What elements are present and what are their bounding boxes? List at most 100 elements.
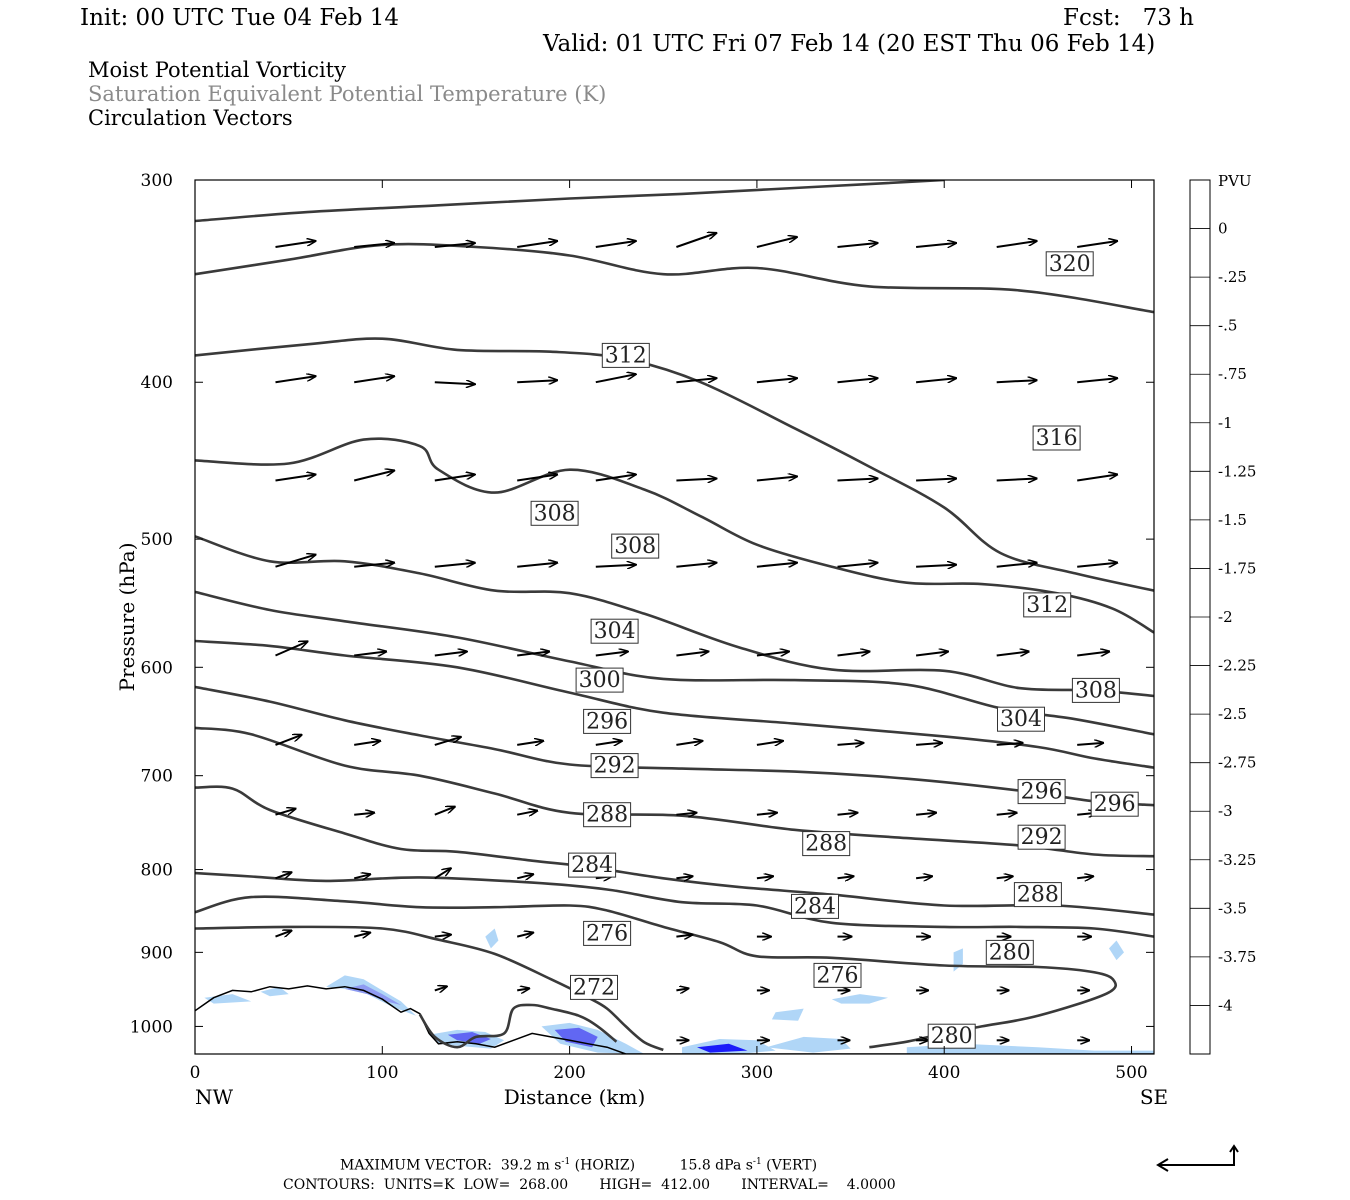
circulation-vector <box>1077 378 1117 384</box>
circulation-vector <box>434 243 475 248</box>
contour-label: 308 <box>1071 677 1120 703</box>
contour-label: 320 <box>1045 251 1094 277</box>
circulation-vector <box>517 988 529 990</box>
forecast-hour: Fcst: 73 h <box>1063 5 1194 31</box>
circulation-vector <box>837 876 854 878</box>
circulation-vector <box>275 475 316 482</box>
valid-time: Valid: 01 UTC Fri 07 Feb 14 (20 EST Thu … <box>543 31 1156 57</box>
contour-label-box <box>583 920 632 946</box>
contour-label: 312 <box>601 342 650 368</box>
theta-es-contour <box>195 242 1154 314</box>
circulation-vector <box>676 479 716 481</box>
y-tick-label: 1000 <box>130 1017 173 1037</box>
circulation-vector <box>996 241 1037 248</box>
colorbar-label: -3 <box>1218 802 1233 820</box>
theta-es-contour <box>195 639 1154 769</box>
theta-es-contour <box>418 1003 618 1049</box>
circulation-vector <box>354 376 394 384</box>
terrain-surface-line <box>195 985 1154 1054</box>
contour-label-text: 272 <box>573 975 615 1000</box>
pv-region <box>554 1027 598 1048</box>
circulation-vector <box>756 741 783 745</box>
init-time: Init: 00 UTC Tue 04 Feb 14 <box>80 5 400 31</box>
y-tick-label: 500 <box>141 530 173 550</box>
circulation-vector <box>353 933 370 937</box>
contour-label-text: 300 <box>579 668 621 693</box>
x-end-label-nw: NW <box>195 1085 234 1109</box>
colorbar-label: -.75 <box>1218 365 1247 383</box>
circulation-vector <box>996 652 1029 656</box>
circulation-vector <box>517 741 543 745</box>
contour-label: 284 <box>791 893 839 919</box>
contour-label-text: 296 <box>586 709 628 734</box>
circulation-vector <box>595 374 636 384</box>
circulation-vector <box>595 241 636 248</box>
circulation-vector <box>676 741 702 745</box>
contour-label-box <box>1090 791 1139 817</box>
circulation-vector <box>676 988 688 990</box>
y-tick-label: 800 <box>141 861 173 881</box>
theta-es-contour <box>195 535 1154 698</box>
contour-label: 292 <box>590 753 639 779</box>
colorbar-label: -.5 <box>1218 317 1237 335</box>
contour-label-text: 284 <box>794 894 836 919</box>
contour-label-box <box>813 962 862 988</box>
circulation-vector <box>916 378 956 384</box>
contour-label: 304 <box>590 618 639 644</box>
contour-label-box <box>1032 425 1081 451</box>
x-tick-label: 300 <box>741 1063 773 1083</box>
contour-label-box <box>1017 779 1066 805</box>
circulation-vector <box>996 479 1037 481</box>
circulation-vector <box>996 876 1013 878</box>
circulation-vector <box>275 555 316 568</box>
circulation-vector <box>275 931 292 938</box>
y-tick-label: 400 <box>141 373 173 393</box>
circulation-vector <box>916 479 956 481</box>
circulation-vector <box>676 233 716 248</box>
colorbar-label: -2.25 <box>1218 657 1256 675</box>
contour-label: 292 <box>1017 824 1066 850</box>
contours-info: CONTOURS: UNITS=K LOW= 268.00 HIGH= 412.… <box>283 1177 896 1193</box>
contour-label-text: 276 <box>586 921 628 946</box>
theta-es-contour <box>195 925 664 1052</box>
pv-region <box>260 986 289 997</box>
contour-label-text: 288 <box>1017 883 1059 908</box>
colorbar-label: -1.25 <box>1218 462 1256 480</box>
x-end-label-se: SE <box>1140 1085 1168 1109</box>
circulation-vector <box>996 813 1017 815</box>
contour-label-box <box>1017 824 1066 850</box>
circulation-vector <box>595 475 636 482</box>
contour-label-text: 280 <box>931 1024 973 1049</box>
theta-es-contour <box>195 871 1154 938</box>
contour-label: 312 <box>1023 592 1072 618</box>
contour-label: 308 <box>530 500 579 526</box>
contour-label-box <box>802 831 851 857</box>
circulation-vector <box>434 935 451 937</box>
theta-es-contour <box>195 895 1118 1049</box>
circulation-vector <box>434 382 475 384</box>
circulation-vector <box>916 743 942 745</box>
circulation-vector <box>595 565 636 567</box>
pv-region <box>447 1032 491 1044</box>
circulation-vector <box>676 378 716 384</box>
circulation-vector <box>1077 876 1093 878</box>
circulation-vector <box>434 868 451 880</box>
contour-label-box <box>997 706 1045 732</box>
plot-area: 320 312 316 308 308 312 304 300 308 304 296 292 296 2… <box>195 180 1154 1054</box>
circulation-vector <box>517 652 549 656</box>
contour-label: 300 <box>575 667 624 693</box>
circulation-vector <box>756 477 797 482</box>
contour-label-box <box>530 500 579 526</box>
colorbar-label: 0 <box>1218 220 1228 238</box>
contour-label-text: 292 <box>1021 825 1063 850</box>
pv-region <box>697 1043 748 1053</box>
circulation-vector <box>516 933 533 937</box>
contour-label-text: 284 <box>571 853 613 878</box>
circulation-vector <box>354 741 380 745</box>
colorbar-label: -1 <box>1218 414 1233 432</box>
contour-label: 276 <box>813 962 862 988</box>
circulation-vector <box>354 813 374 815</box>
circulation-vector <box>915 876 932 878</box>
circulation-vector <box>595 741 622 745</box>
